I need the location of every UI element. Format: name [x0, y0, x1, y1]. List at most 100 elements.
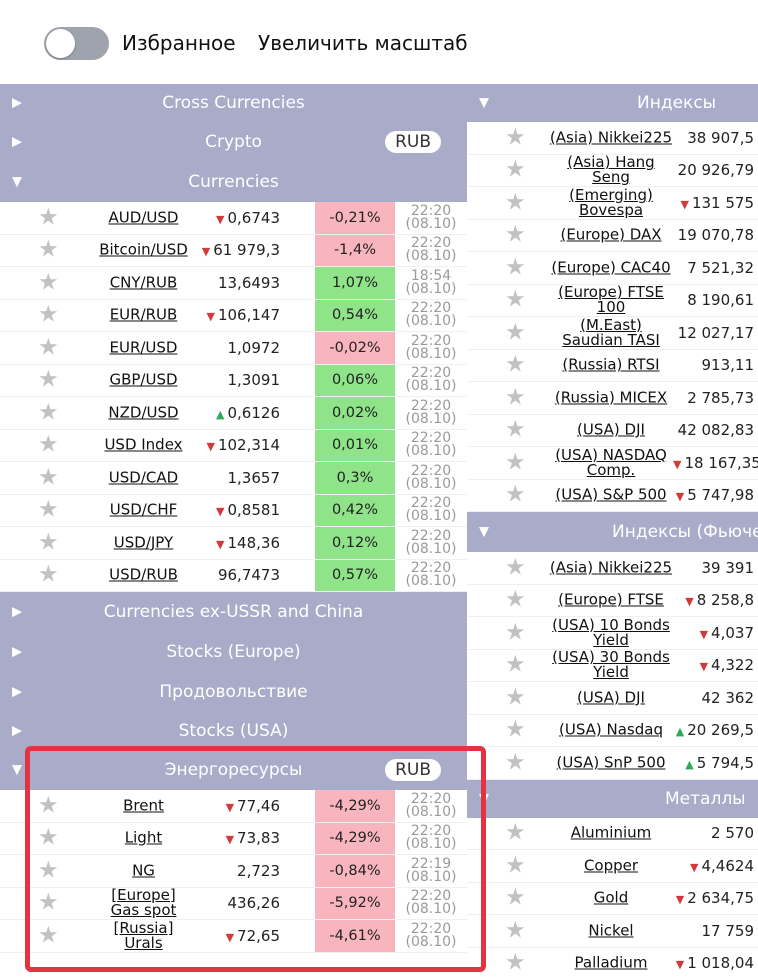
instrument-link[interactable]: (Europe) DAX [560, 225, 662, 244]
instrument-link[interactable]: (USA) Nasdaq [559, 720, 663, 739]
instrument-link[interactable]: GBP/USD [109, 370, 178, 389]
instrument-link[interactable]: [Russia] Urals [113, 918, 174, 952]
instrument-link[interactable]: [Europe] Gas spot [110, 886, 177, 920]
zoom-link[interactable]: Увеличить масштаб [258, 31, 468, 55]
star-icon[interactable]: ★ [505, 416, 526, 443]
instrument-link[interactable]: NG [132, 861, 155, 880]
star-icon[interactable]: ★ [505, 124, 526, 151]
instrument-link[interactable]: Light [124, 828, 163, 847]
instrument-link[interactable]: (USA) 30 Bonds Yield [552, 648, 670, 682]
star-icon[interactable]: ★ [38, 792, 59, 819]
star-icon[interactable]: ★ [38, 464, 59, 491]
table-row: ★ USD/CAD 1,3657 0,3% 22:20 (08.10) [0, 462, 467, 495]
star-icon[interactable]: ★ [38, 269, 59, 296]
instrument-link[interactable]: EUR/RUB [109, 305, 178, 324]
star-icon[interactable]: ★ [38, 922, 59, 949]
star-icon[interactable]: ★ [505, 586, 526, 613]
favorites-label[interactable]: Избранное [122, 31, 236, 55]
instrument-link[interactable]: Nickel [588, 921, 634, 940]
instrument-link[interactable]: AUD/USD [108, 208, 179, 227]
star-icon[interactable]: ★ [505, 554, 526, 581]
instrument-link[interactable]: USD/JPY [113, 533, 174, 552]
instrument-link[interactable]: (Emerging) Bovespa [569, 185, 653, 219]
star-icon[interactable]: ★ [505, 156, 526, 183]
instrument-link[interactable]: (Asia) Nikkei225 [549, 558, 673, 577]
instrument-link[interactable]: (USA) DJI [577, 420, 645, 439]
star-icon[interactable]: ★ [38, 561, 59, 588]
star-icon[interactable]: ★ [505, 254, 526, 281]
section-header-stocks-europe[interactable]: ▶ Stocks (Europe) [0, 632, 467, 672]
instrument-link[interactable]: (USA) S&P 500 [555, 485, 667, 504]
star-icon[interactable]: ★ [38, 334, 59, 361]
star-icon[interactable]: ★ [38, 889, 59, 916]
star-icon[interactable]: ★ [505, 949, 526, 976]
instrument-link[interactable]: USD/CHF [109, 500, 178, 519]
instrument-link[interactable]: (Russia) RTSI [562, 355, 660, 374]
star-icon[interactable]: ★ [38, 204, 59, 231]
star-icon[interactable]: ★ [505, 286, 526, 313]
instrument-link[interactable]: Aluminium [570, 823, 652, 842]
star-icon[interactable]: ★ [505, 481, 526, 508]
star-icon[interactable]: ★ [505, 917, 526, 944]
favorites-toggle[interactable] [44, 27, 109, 60]
star-icon[interactable]: ★ [38, 529, 59, 556]
instrument-link[interactable]: (USA) NASDAQ Comp. [555, 445, 667, 479]
star-icon[interactable]: ★ [505, 852, 526, 879]
section-header-crypto[interactable]: ▶ Crypto RUB [0, 122, 467, 162]
instrument-link[interactable]: (M.East) Saudian TASI [562, 315, 660, 349]
section-header-cross-currencies[interactable]: ▶ Cross Currencies [0, 84, 467, 122]
star-icon[interactable]: ★ [38, 236, 59, 263]
instrument-link[interactable]: USD Index [104, 435, 183, 454]
instrument-link[interactable]: (Europe) FTSE [558, 590, 664, 609]
star-icon[interactable]: ★ [38, 857, 59, 884]
instrument-link[interactable]: Brent [123, 796, 164, 815]
instrument-link[interactable]: (USA) DJI [577, 688, 645, 707]
instrument-link[interactable]: Bitcoin/USD [99, 240, 188, 259]
star-icon[interactable]: ★ [38, 496, 59, 523]
star-icon[interactable]: ★ [505, 884, 526, 911]
instrument-link[interactable]: (Asia) Nikkei225 [549, 128, 673, 147]
instrument-link[interactable]: (Europe) FTSE 100 [558, 283, 664, 317]
star-icon[interactable]: ★ [38, 301, 59, 328]
price-text: 7 521,32 [687, 258, 754, 277]
star-icon[interactable]: ★ [505, 449, 526, 476]
instrument-link[interactable]: CNY/RUB [109, 273, 178, 292]
instrument-link[interactable]: (USA) SnP 500 [556, 753, 666, 772]
section-header-food[interactable]: ▶ Продовольствие [0, 672, 467, 712]
star-icon[interactable]: ★ [505, 716, 526, 743]
currency-badge[interactable]: RUB [385, 131, 441, 153]
star-icon[interactable]: ★ [505, 749, 526, 776]
currency-badge[interactable]: RUB [385, 759, 441, 781]
instrument-link[interactable]: USD/RUB [109, 565, 178, 584]
instrument-link[interactable]: (Russia) MICEX [554, 388, 668, 407]
star-icon[interactable]: ★ [505, 351, 526, 378]
star-icon[interactable]: ★ [505, 384, 526, 411]
star-icon[interactable]: ★ [38, 431, 59, 458]
star-icon[interactable]: ★ [505, 619, 526, 646]
instrument-link[interactable]: Palladium [574, 953, 648, 972]
star-icon[interactable]: ★ [505, 651, 526, 678]
star-icon[interactable]: ★ [505, 819, 526, 846]
section-header-currencies-ex-ussr[interactable]: ▶ Currencies ex-USSR and China [0, 592, 467, 632]
instrument-link[interactable]: EUR/USD [109, 338, 178, 357]
star-icon[interactable]: ★ [38, 399, 59, 426]
section-header-futures[interactable]: ▼ Индексы (Фьючерсы) [467, 512, 758, 552]
instrument-link[interactable]: USD/CAD [108, 468, 179, 487]
section-header-stocks-usa[interactable]: ▶ Stocks (USA) [0, 712, 467, 750]
section-header-currencies[interactable]: ▼ Currencies [0, 162, 467, 202]
instrument-link[interactable]: Copper [583, 856, 639, 875]
section-header-indices[interactable]: ▼ Индексы [467, 84, 758, 122]
section-header-metals[interactable]: ▼ Металлы [467, 779, 758, 818]
instrument-link[interactable]: (USA) 10 Bonds Yield [552, 615, 670, 649]
star-icon[interactable]: ★ [505, 319, 526, 346]
star-icon[interactable]: ★ [505, 189, 526, 216]
star-icon[interactable]: ★ [505, 221, 526, 248]
star-icon[interactable]: ★ [38, 824, 59, 851]
section-header-energy[interactable]: ▼ Энергоресурсы RUB [0, 750, 467, 790]
instrument-link[interactable]: (Europe) CAC40 [551, 258, 671, 277]
instrument-link[interactable]: (Asia) Hang Seng [567, 153, 655, 187]
instrument-link[interactable]: Gold [593, 888, 629, 907]
star-icon[interactable]: ★ [505, 684, 526, 711]
star-icon[interactable]: ★ [38, 366, 59, 393]
instrument-link[interactable]: NZD/USD [108, 403, 179, 422]
